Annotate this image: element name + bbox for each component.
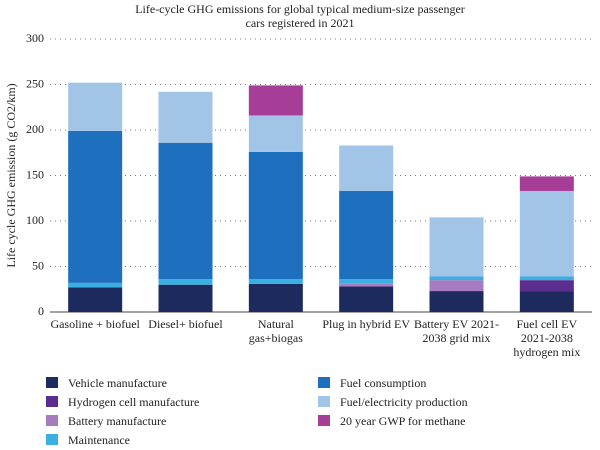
legend-item: Maintenance [46, 433, 130, 447]
legend-item: Fuel/electricity production [318, 395, 468, 409]
y-tick-label: 0 [38, 304, 44, 318]
bar-segment [429, 280, 484, 292]
bar-segment [519, 176, 574, 191]
y-tick-label: 250 [26, 76, 44, 90]
legend-swatch [46, 415, 58, 426]
x-tick-label: Natural gas+biogas [248, 317, 303, 345]
bar-segment [248, 85, 303, 116]
legend-item: 20 year GWP for methane [318, 414, 466, 428]
bar-segment [339, 190, 394, 280]
legend-item: Hydrogen cell manufacture [46, 395, 199, 409]
bar-segment [429, 276, 484, 281]
legend-label: Maintenance [68, 433, 130, 447]
legend-label: Hydrogen cell manufacture [68, 395, 200, 409]
bar-segment [519, 276, 574, 281]
x-tick-label: Plug in hybrid EV [322, 317, 410, 331]
chart-title: Life-cycle GHG emissions for global typi… [135, 2, 465, 30]
y-tick-label: 50 [32, 258, 44, 272]
legend-label: Vehicle manufacture [68, 376, 167, 390]
legend-label: 20 year GWP for methane [340, 414, 466, 428]
bar-segment [519, 190, 574, 277]
x-tick-label: Battery EV 2021-2038 grid mix [413, 317, 500, 345]
bar-segment [429, 291, 484, 312]
legend-label: Fuel consumption [340, 376, 427, 390]
bar-segment [519, 280, 574, 292]
y-tick-label: 300 [26, 31, 44, 45]
bar-segment [68, 130, 123, 283]
bar-segment [248, 115, 303, 152]
legend-label: Fuel/electricity production [340, 395, 468, 409]
bar-segment [68, 82, 123, 131]
bar-segment [339, 283, 394, 287]
y-tick-label: 100 [26, 213, 44, 227]
x-tick-label: Diesel+ biofuel [148, 317, 223, 331]
bar-segment [248, 283, 303, 312]
x-tick-label: Gasoline + biofuel [50, 317, 140, 331]
bar-segment [519, 291, 574, 312]
legend-swatch [318, 396, 330, 407]
bar-segment [339, 286, 394, 312]
legend-item: Vehicle manufacture [46, 376, 167, 390]
y-axis-label: Life cycle GHG emission (g CO2/km) [4, 83, 18, 267]
x-tick-label: Fuel cell EV 2021-2038 hydrogen mix [513, 317, 581, 359]
y-tick-label: 150 [26, 167, 44, 181]
legend-swatch [318, 377, 330, 388]
bar-segment [68, 287, 123, 312]
legend-swatch [46, 434, 58, 445]
bar-segment [68, 282, 123, 288]
legend-swatch [46, 377, 58, 388]
bar-segment [158, 91, 213, 143]
bar-segment [158, 279, 213, 285]
legend-label: Battery manufacture [68, 414, 167, 428]
bar-segment [158, 142, 213, 280]
bar-segment [429, 217, 484, 277]
legend-item: Battery manufacture [46, 414, 166, 428]
bar-segment [158, 284, 213, 312]
bar-segment [339, 145, 394, 191]
bar-segment [339, 279, 394, 284]
bar-segment [248, 279, 303, 284]
legend-item: Fuel consumption [318, 376, 426, 390]
bar-segment [248, 151, 303, 280]
legend-swatch [46, 396, 58, 407]
y-tick-label: 200 [26, 122, 44, 136]
legend-swatch [318, 415, 330, 426]
